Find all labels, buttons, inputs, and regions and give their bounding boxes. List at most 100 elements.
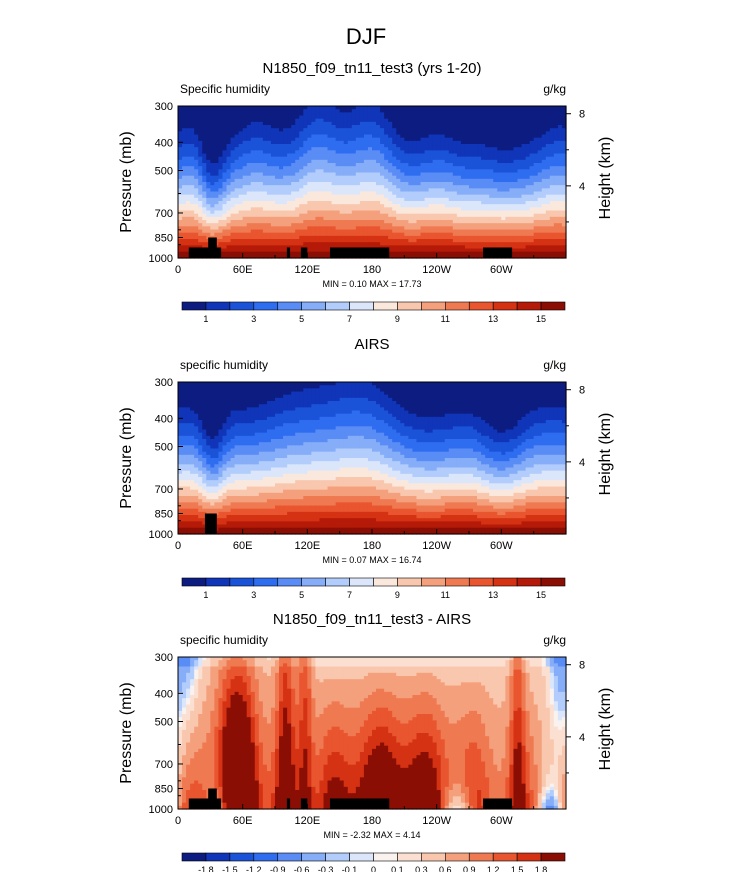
contour-cell [339, 496, 345, 503]
colorbar-label: 1 [203, 314, 208, 324]
contour-cell [242, 527, 248, 535]
contour-cell [303, 666, 308, 699]
contour-cell [266, 401, 272, 418]
contour-cell [367, 106, 373, 123]
contour-cell [230, 106, 236, 139]
contour-cell [557, 508, 563, 516]
contour-cell [367, 502, 373, 513]
contour-cell [501, 210, 506, 221]
contour-cell [444, 239, 450, 246]
contour-cell [186, 201, 191, 212]
contour-cell [222, 657, 228, 668]
contour-cell [513, 524, 519, 529]
contour-cell [283, 423, 288, 437]
contour-cell [355, 786, 361, 810]
contour-cell [327, 679, 333, 706]
contour-cell [553, 663, 559, 677]
contour-cell [262, 239, 268, 246]
contour-cell [270, 521, 276, 529]
contour-cell [214, 464, 220, 475]
lon-tick-label: 120E [294, 264, 320, 276]
contour-cell [420, 527, 426, 535]
contour-cell [303, 496, 308, 507]
contour-cell [299, 147, 304, 158]
contour-cell [222, 486, 228, 494]
contour-cell [319, 251, 325, 259]
contour-cell [505, 182, 511, 193]
contour-cell [404, 410, 409, 427]
contour-cell [428, 382, 434, 418]
contour-cell [299, 169, 304, 180]
contour-cell [214, 229, 220, 234]
contour-cell [384, 382, 389, 396]
contour-cell [295, 229, 300, 240]
contour-cell [266, 382, 272, 402]
contour-cell [400, 676, 405, 699]
contour-cell [416, 527, 422, 535]
contour-cell [497, 518, 502, 526]
contour-cell [424, 442, 430, 453]
contour-cell [509, 197, 515, 205]
contour-cell [291, 410, 296, 424]
contour-cell [238, 527, 244, 535]
contour-cell [388, 191, 393, 202]
contour-cell [533, 666, 539, 706]
contour-cell [436, 499, 442, 507]
lon-tick-label: 180 [363, 264, 381, 276]
contour-cell [541, 464, 547, 472]
pressure-tick-label: 850 [155, 783, 173, 795]
contour-cell [473, 521, 478, 529]
contour-cell [190, 410, 195, 424]
contour-cell [190, 216, 195, 227]
contour-cell [258, 191, 264, 202]
contour-cell [319, 442, 325, 453]
contour-cell [481, 216, 486, 224]
contour-cell [533, 137, 539, 155]
contour-cell [529, 508, 535, 516]
contour-cell [557, 420, 563, 434]
contour-cell [428, 172, 434, 183]
contour-cell [416, 714, 422, 734]
colorbar-swatch [445, 577, 470, 587]
contour-cell [436, 527, 442, 535]
contour-cell [477, 505, 482, 513]
contour-cell [505, 429, 511, 443]
contour-cell [396, 432, 401, 443]
contour-cell [190, 489, 195, 497]
contour-cell [469, 527, 474, 535]
contour-cell [521, 442, 527, 453]
contour-cell [258, 442, 264, 453]
contour-cell [448, 473, 454, 484]
contour-cell [416, 175, 422, 186]
contour-cell [521, 461, 527, 472]
contour-cell [557, 194, 563, 202]
contour-cell [509, 382, 515, 431]
contour-cell [319, 216, 325, 227]
y-axis-label: Pressure (mb) [118, 682, 135, 783]
contour-cell [327, 666, 333, 680]
contour-cell [198, 518, 203, 522]
contour-cell [270, 461, 276, 469]
contour-cell [315, 226, 321, 237]
contour-cell [493, 451, 498, 462]
contour-cell [501, 182, 506, 193]
contour-cell [509, 182, 515, 189]
contour-cell [497, 242, 502, 250]
contour-cell [420, 106, 426, 139]
contour-cell [541, 226, 547, 234]
y2-axis-label: Height (km) [597, 688, 614, 771]
contour-cell [440, 182, 446, 189]
contour-cell [275, 672, 280, 712]
contour-cell [242, 521, 248, 529]
contour-cell [331, 527, 337, 535]
contour-cell [250, 137, 256, 151]
contour-cell [505, 524, 511, 529]
contour-cell [351, 467, 357, 478]
contour-cell [436, 679, 442, 706]
contour-cell [242, 106, 248, 129]
contour-cell [214, 480, 220, 488]
contour-cell [291, 223, 296, 234]
contour-cell [327, 226, 333, 237]
contour-cell [262, 245, 268, 253]
contour-cell [509, 242, 515, 250]
